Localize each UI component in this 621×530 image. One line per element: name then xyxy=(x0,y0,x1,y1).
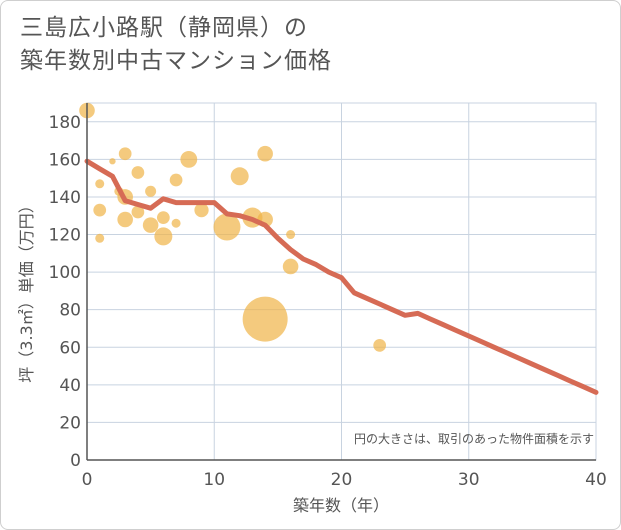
data-bubble xyxy=(257,145,273,162)
y-tick-label: 40 xyxy=(59,376,81,396)
data-bubble xyxy=(242,296,288,342)
y-tick-label: 100 xyxy=(49,263,81,283)
data-bubble xyxy=(282,258,299,275)
data-bubble xyxy=(142,217,159,233)
chart-title-line2: 築年数別中古マンション価格 xyxy=(20,48,332,74)
x-axis-label: 築年数（年） xyxy=(293,496,389,515)
y-tick-label: 60 xyxy=(59,338,81,358)
x-tick-label: 10 xyxy=(203,470,225,490)
data-bubble xyxy=(156,211,170,224)
data-bubble xyxy=(145,185,157,197)
y-tick-label: 160 xyxy=(49,150,81,170)
chart-title-line1: 三島広小路駅（静岡県）の xyxy=(20,15,308,41)
y-tick-label: 20 xyxy=(59,413,81,433)
average-line-layer xyxy=(84,158,599,395)
y-tick-label: 120 xyxy=(49,226,81,246)
data-bubble xyxy=(117,211,133,228)
data-bubble xyxy=(131,205,145,219)
data-bubble xyxy=(230,167,249,186)
chart-title: 三島広小路駅（静岡県）の 築年数別中古マンション価格 xyxy=(20,12,332,78)
data-bubble xyxy=(373,339,387,352)
data-bubble xyxy=(95,233,105,243)
data-bubble xyxy=(171,218,181,228)
y-tick-label: 140 xyxy=(49,188,81,208)
data-bubble xyxy=(213,213,241,241)
x-tick-label: 40 xyxy=(585,470,607,490)
data-bubble xyxy=(118,147,132,161)
data-bubble xyxy=(286,230,296,240)
data-bubble xyxy=(194,202,209,218)
y-tick-label: 0 xyxy=(70,451,81,471)
data-bubble xyxy=(154,227,173,246)
data-bubble xyxy=(93,203,107,217)
x-tick-label: 30 xyxy=(458,470,480,490)
axes xyxy=(86,103,596,461)
data-bubble xyxy=(131,166,145,179)
average-price-line xyxy=(84,158,599,395)
x-tick-label: 20 xyxy=(331,470,353,490)
x-tick-label: 0 xyxy=(82,470,93,490)
data-bubble xyxy=(95,179,105,189)
data-bubble xyxy=(180,150,198,168)
data-bubble xyxy=(109,158,116,165)
tick-labels: 0 20 40 60 80 100 120 140 160 180 0 10 20 30 40 xyxy=(49,113,607,490)
y-axis-label: 坪（3.3㎡）単価（万円） xyxy=(17,197,36,382)
bubble-size-note: 円の大きさは、取引のあった物件面積を示す xyxy=(354,431,594,446)
data-bubble xyxy=(169,173,183,187)
y-tick-label: 80 xyxy=(59,301,81,321)
y-tick-label: 180 xyxy=(49,113,81,133)
